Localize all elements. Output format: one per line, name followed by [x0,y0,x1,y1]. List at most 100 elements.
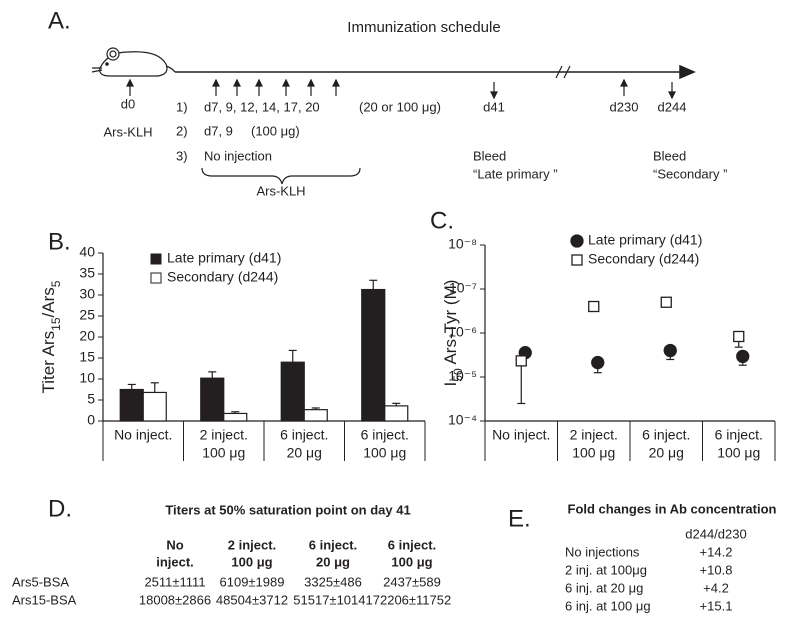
table-cell: +10.8 [700,562,733,577]
bleed-label: Bleed [473,148,506,163]
column-header: 100 μg [231,554,272,569]
day-label: d41 [483,99,505,114]
bar [303,409,328,422]
bleed-name: “Secondary ” [653,166,727,181]
point [588,300,600,313]
y-tick-label: 10⁻⁸ [448,236,477,252]
y-axis-label-part: 50 [451,368,465,382]
y-tick-label: 10⁻⁵ [448,368,477,384]
bar [223,412,248,422]
y-tick-label: 25 [79,307,95,323]
y-tick-label: 10⁻⁴ [448,412,477,428]
y-axis-label-part: /Ars [39,287,58,317]
x-tick-label: No inject. [492,427,550,443]
group-days: d7, 9 [204,123,233,138]
x-tick-label: 6 inject. [280,427,328,443]
y-tick-label: 10⁻⁶ [448,324,477,340]
table-cell: +4.2 [703,580,729,595]
legend-swatch [150,272,162,284]
row-label: Ars15-BSA [12,592,77,607]
row-label: 6 inj. at 20 μg [565,580,643,595]
table-cell: 2511±1111 [144,574,205,589]
y-tick-label: 30 [79,286,95,302]
legend-marker [570,234,584,248]
x-tick-label: No inject. [114,427,172,443]
column-header: 2 inject. [228,537,276,552]
y-axis-label-part: I [441,382,460,387]
mouse-icon [91,47,176,77]
y-tick-label: 40 [79,244,95,260]
day-label: d244 [658,99,687,114]
table-cell: 3325±486 [304,574,362,589]
x-tick-label: 100 μg [363,445,406,461]
table-title: Titers at 50% saturation point on day 41 [165,502,410,517]
bar [200,377,225,422]
panel-label: D. [48,495,72,522]
y-tick-label: 15 [79,349,95,365]
table-cell: 2437±589 [383,574,441,589]
legend-swatch [150,253,162,265]
table-title: Fold changes in Ab concentration [568,501,777,516]
row-label: Ars5-BSA [12,574,69,589]
day-label: d0 [121,96,135,111]
group-number: 3) [176,148,188,163]
y-tick-label: 20 [79,328,95,344]
column-header: inject. [156,554,194,569]
schedule-title: Immunization schedule [347,19,500,36]
bar [119,388,144,422]
x-tick-label: 2 inject. [200,427,248,443]
y-axis-label: Titer Ars15/Ars5 [39,280,63,393]
table-cell: +15.1 [700,598,733,613]
legend-label: Late primary (d41) [588,232,702,248]
point [515,355,527,367]
table-cell: 6109±1989 [220,574,285,589]
point [733,330,745,343]
x-tick-label: 100 μg [572,445,615,461]
y-tick-label: 0 [87,412,95,428]
y-axis-label-part: 5 [49,280,63,287]
bleed-label: Bleed [653,148,686,163]
row-label: No injections [565,544,640,559]
timeline [175,64,696,80]
y-tick-label: 35 [79,265,95,281]
y-axis-label-part: Titer Ars [39,331,58,394]
table-cell: 51517±10141 [293,592,372,607]
x-tick-label: 100 μg [717,445,760,461]
point [660,296,672,308]
column-header: 6 inject. [388,537,436,552]
y-axis-label-part: Ars-Tyr (M) [441,280,460,369]
x-tick-label: 2 inject. [570,427,618,443]
panel-label: A. [48,7,71,34]
group-dose: (100 μg) [251,123,300,138]
row-label: 6 inj. at 100 μg [565,598,651,613]
y-tick-label: 10 [79,370,95,386]
bar [142,391,167,422]
x-tick-label: 100 μg [202,445,245,461]
bar [280,361,305,422]
point [736,349,750,364]
legend-label: Late primary (d41) [167,250,281,266]
panel-label: B. [48,228,71,255]
group-number: 2) [176,123,188,138]
table-cell: 72206±11752 [373,592,451,607]
x-tick-label: 20 μg [649,445,684,461]
panel-label: E. [508,505,531,532]
y-axis-label-part: 15 [49,317,63,331]
column-header: d244/d230 [685,526,746,541]
point [663,343,677,358]
x-tick-label: 6 inject. [361,427,409,443]
legend-label: Secondary (d244) [167,269,278,285]
legend-label: Secondary (d244) [588,251,699,267]
injection-arrows [126,78,676,100]
bar [361,288,386,422]
point [591,355,605,370]
y-tick-label: 5 [87,391,95,407]
row-label: 2 inj. at 100μg [565,562,647,577]
x-tick-label: 6 inject. [642,427,690,443]
y-axis-label: I50 Ars-Tyr (M) [441,280,465,387]
table-cell: +14.2 [700,544,733,559]
column-header: No [166,537,183,552]
panel-label: C. [430,207,454,234]
